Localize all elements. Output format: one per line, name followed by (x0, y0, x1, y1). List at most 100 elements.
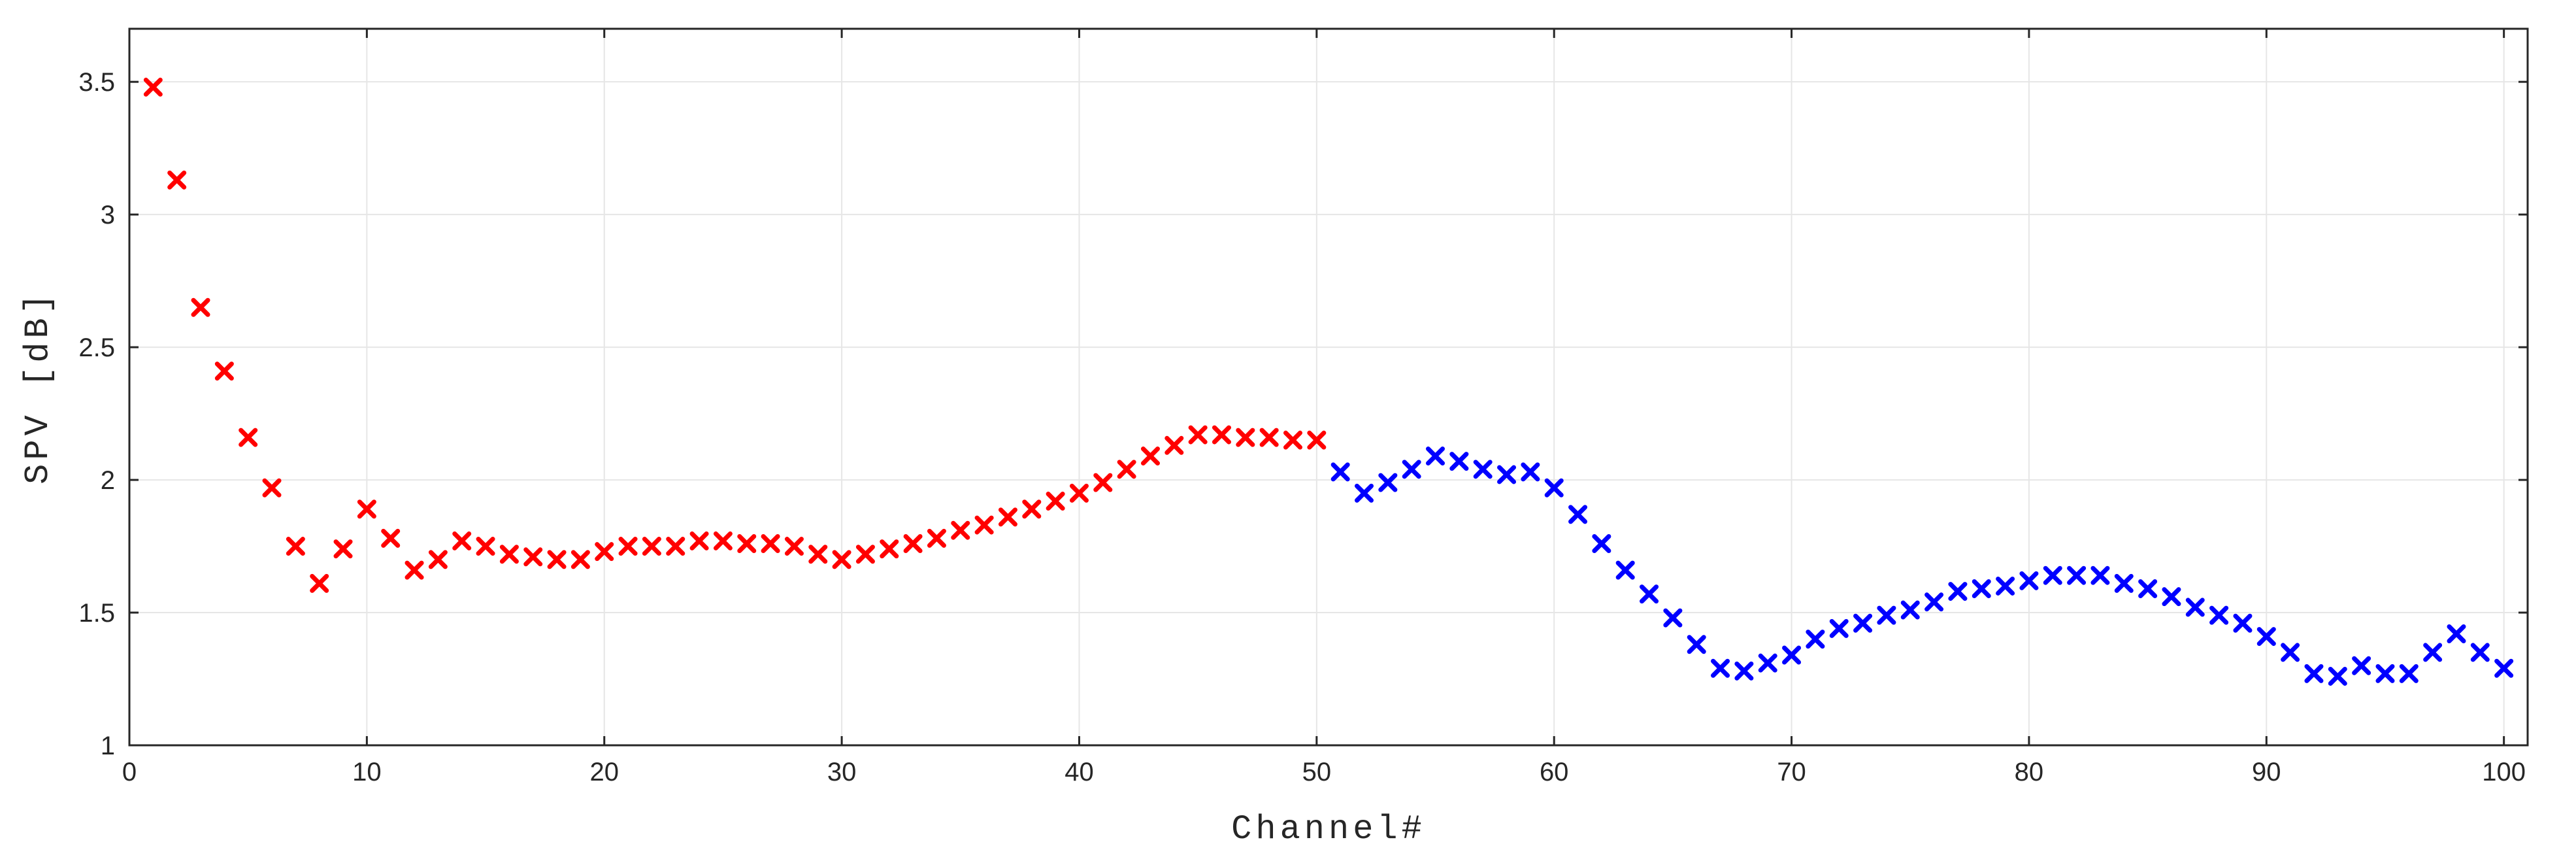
x-tick-label: 30 (827, 758, 857, 786)
data-point (214, 362, 234, 381)
data-point (974, 515, 994, 535)
data-point (737, 533, 757, 553)
y-tick-label: 2 (101, 466, 115, 495)
data-point (1972, 579, 1991, 599)
data-point (1259, 428, 1279, 447)
data-point (713, 531, 733, 550)
data-point (1212, 425, 1231, 445)
data-point (499, 545, 519, 564)
data-point (1924, 592, 1944, 612)
x-tick-label: 100 (2482, 758, 2526, 786)
data-point (855, 545, 875, 564)
data-point (381, 528, 401, 548)
data-point (1307, 430, 1327, 450)
data-point (1711, 658, 1730, 678)
data-point (167, 170, 187, 190)
data-point (239, 428, 258, 447)
data-point (951, 520, 970, 540)
data-point (2185, 598, 2205, 617)
data-point (1378, 473, 1398, 492)
data-point (452, 531, 472, 550)
data-point (903, 533, 923, 553)
data-point (1782, 645, 1802, 665)
data-point (618, 537, 638, 556)
y-axis-title: SPV [dB] (19, 290, 58, 484)
data-point (1996, 576, 2015, 596)
data-point (2209, 605, 2229, 625)
data-point (808, 545, 828, 564)
data-point (310, 573, 329, 593)
data-point (1330, 462, 1350, 482)
data-point (1900, 600, 1920, 620)
data-point (689, 531, 709, 550)
data-point (1449, 452, 1469, 471)
y-tick-label: 3.5 (78, 68, 115, 97)
data-point (832, 550, 851, 569)
data-point (1521, 462, 1540, 482)
data-point (1164, 435, 1184, 455)
data-point (595, 542, 614, 562)
data-point (761, 533, 780, 553)
y-tick-label: 2.5 (78, 333, 115, 362)
data-point (1236, 428, 1255, 447)
data-point (2494, 658, 2514, 678)
grid-lines (129, 29, 2528, 746)
tick-labels: 0 10 20 30 40 50 60 70 80 90 100 1 1.5 2 2.5 3 3.5 (78, 68, 2526, 786)
data-point (1687, 635, 1706, 654)
data-point (1948, 582, 1968, 601)
data-point (357, 499, 376, 519)
data-point (1829, 618, 1849, 638)
data-point (2423, 643, 2443, 662)
data-point (405, 560, 424, 580)
data-point (143, 77, 163, 97)
data-point (1402, 460, 1421, 479)
data-point (262, 478, 282, 498)
data-point (927, 528, 946, 548)
data-point (2281, 643, 2300, 662)
x-tick-label: 10 (352, 758, 382, 786)
data-point (1140, 447, 1160, 466)
data-point (1069, 483, 1089, 503)
data-point (1640, 584, 1659, 604)
data-point (570, 550, 590, 569)
data-point (880, 539, 899, 559)
data-point (998, 507, 1017, 527)
data-point (1355, 483, 1374, 503)
y-tick-label: 1 (101, 732, 115, 760)
data-point (1426, 447, 1445, 466)
data-point (2352, 656, 2371, 675)
data-point (1283, 430, 1302, 450)
data-point (2256, 627, 2276, 647)
data-point (547, 550, 567, 569)
data-point (2162, 587, 2181, 607)
data-point (2447, 624, 2466, 644)
data-point (2090, 566, 2110, 585)
data-point (666, 537, 685, 556)
data-point (1853, 613, 1873, 633)
x-tick-label: 40 (1065, 758, 1094, 786)
data-point (642, 537, 661, 556)
data-point (286, 537, 305, 556)
data-point (2399, 664, 2419, 683)
data-point (2233, 613, 2253, 633)
data-point (523, 547, 543, 567)
data-point (1806, 630, 1825, 649)
x-tick-label: 80 (2015, 758, 2044, 786)
x-tick-label: 60 (1540, 758, 1569, 786)
x-tick-label: 20 (589, 758, 619, 786)
x-tick-label: 90 (2252, 758, 2281, 786)
data-point (333, 539, 353, 559)
data-point (428, 550, 448, 569)
data-point (784, 537, 804, 556)
data-point (1093, 473, 1113, 492)
data-points (143, 77, 2514, 686)
data-point (1663, 608, 1683, 628)
data-point (1117, 460, 1136, 479)
x-tick-label: 70 (1777, 758, 1806, 786)
data-point (1568, 505, 1588, 524)
y-tick-label: 3 (101, 201, 115, 229)
data-point (1046, 492, 1065, 511)
data-point (2043, 566, 2062, 585)
y-tick-label: 1.5 (78, 599, 115, 628)
